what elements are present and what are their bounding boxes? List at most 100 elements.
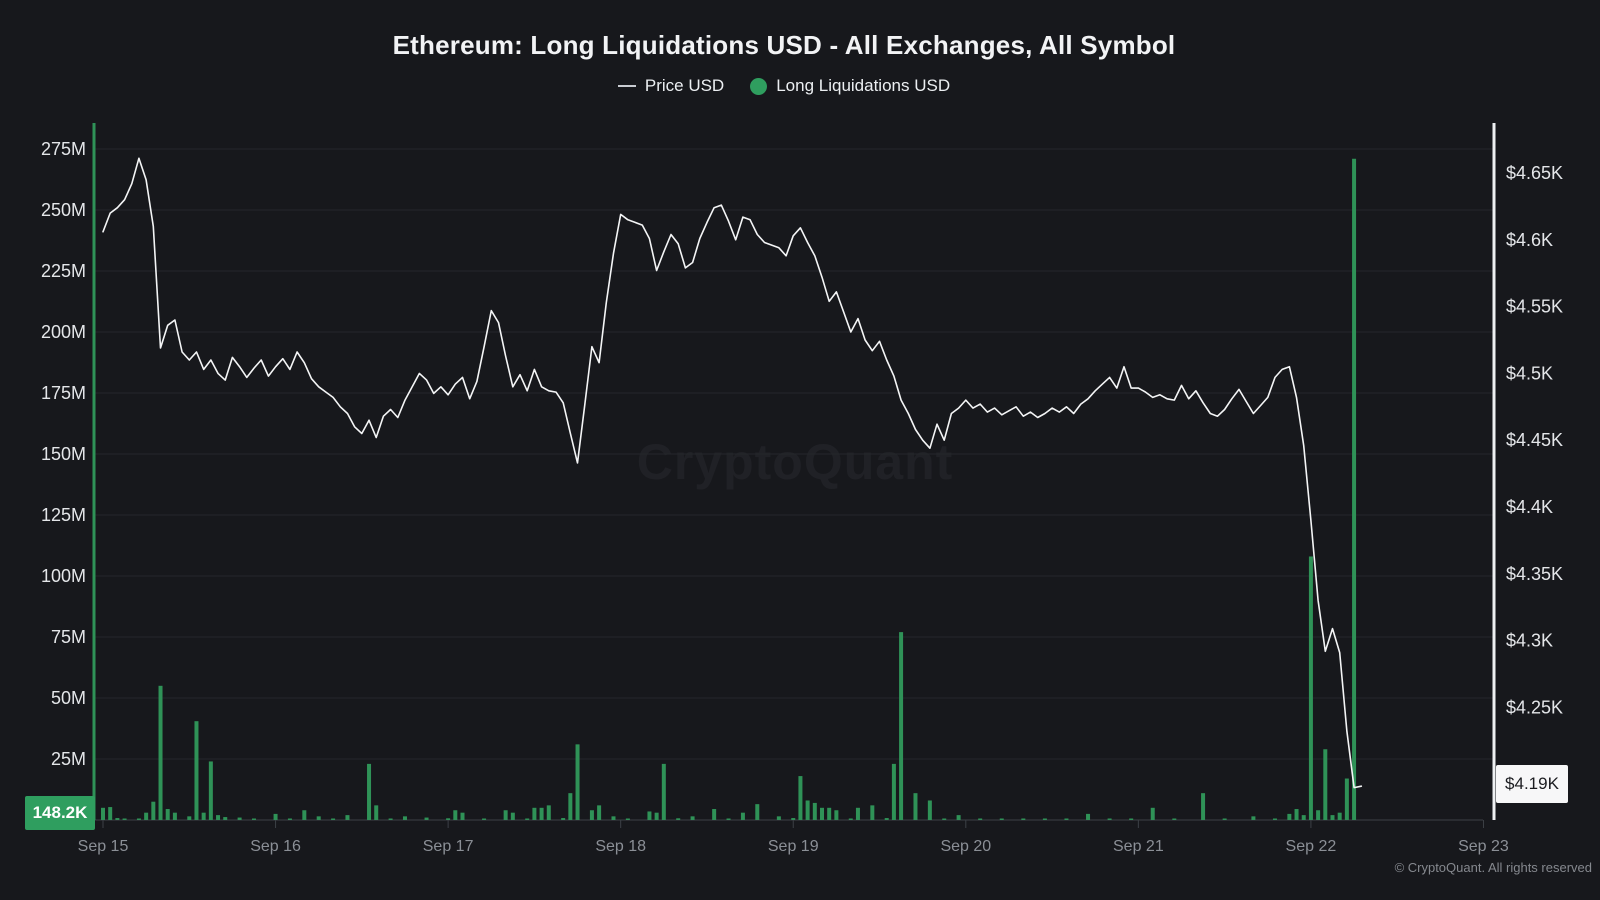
liquidation-bar [1172, 818, 1177, 820]
liquidation-bar [870, 805, 875, 820]
dot-marker-icon [750, 77, 768, 95]
liquidation-bar [561, 818, 566, 820]
liquidation-bar [546, 805, 551, 820]
liquidation-bar [568, 793, 573, 820]
liquidation-bar [187, 816, 192, 820]
liquidation-bar [956, 815, 961, 820]
liquidation-bar [446, 818, 451, 820]
liquidation-bar [424, 817, 429, 820]
right-axis-tick-label: $4.4K [1506, 497, 1553, 517]
liquidation-bar [661, 763, 666, 820]
liquidation-bar [855, 807, 860, 820]
price-line [102, 157, 1363, 789]
x-axis-date-label: Sep 22 [1286, 838, 1337, 855]
liquidation-bar [1222, 818, 1227, 820]
legend-item-liquidations[interactable]: Long Liquidations USD [750, 76, 950, 96]
liquidation-bar [654, 812, 659, 820]
liquidation-bar [1337, 812, 1342, 820]
liquidation-bar [539, 807, 544, 820]
liquidation-bar [273, 813, 278, 820]
liquidation-bar [1287, 813, 1292, 820]
liquidation-bar [165, 809, 170, 820]
x-axis-date-label: Sep 21 [1113, 838, 1164, 855]
liquidation-bar [151, 801, 156, 820]
liquidation-bar [345, 815, 350, 820]
liquidation-bar [1294, 809, 1299, 820]
liquidation-bar [453, 810, 458, 820]
liquidation-bar [1086, 813, 1091, 820]
left-axis-tick-label: 75M [51, 627, 86, 647]
liquidation-bar [798, 776, 803, 820]
line-marker-icon [617, 85, 636, 87]
liquidation-bar [1042, 818, 1047, 820]
liquidation-bar [115, 818, 120, 820]
liquidation-bar [1301, 815, 1306, 820]
right-axis-tick-label: $4.25K [1506, 697, 1563, 717]
right-axis-tick-label: $4.45K [1506, 430, 1563, 450]
liquidation-bar [1316, 810, 1321, 820]
liquidation-bar [891, 763, 896, 820]
liquidation-bar [899, 632, 904, 820]
liquidation-bar [251, 818, 256, 820]
legend-label-price: Price USD [644, 76, 725, 95]
liquidation-bar [316, 816, 321, 820]
left-axis-tick-label: 50M [51, 688, 86, 708]
liquidation-bar [1129, 818, 1134, 820]
liquidation-bar [755, 804, 760, 820]
right-axis-tick-label: $4.55K [1506, 297, 1563, 317]
liquidation-bar [532, 807, 537, 820]
legend-item-price[interactable]: Price USD [617, 76, 725, 96]
right-axis-tick-label: $4.3K [1506, 631, 1553, 651]
left-axis-tick-label: 100M [41, 566, 86, 586]
liquidation-bar [726, 818, 731, 820]
liquidation-bar [208, 761, 213, 820]
liquidation-bar [834, 810, 839, 820]
left-axis-tick-label: 275M [41, 139, 86, 159]
liquidation-bar [676, 818, 681, 820]
x-axis-date-label: Sep 16 [250, 838, 301, 855]
liquidation-bar [237, 817, 242, 820]
liquidation-bar [122, 818, 127, 820]
chart-legend: Price USD Long Liquidations USD [0, 76, 1568, 96]
liquidation-bar [820, 807, 824, 820]
liquidation-bar [388, 818, 393, 820]
liquidation-bar [1323, 749, 1328, 820]
liquidation-bar [1251, 816, 1256, 820]
x-axis-date-label: Sep 23 [1458, 838, 1509, 855]
right-axis-tick-label: $4.6K [1506, 230, 1553, 250]
x-axis-date-label: Sep 17 [423, 838, 474, 855]
liquidation-bar [302, 810, 307, 820]
legend-label-liquidations: Long Liquidations USD [776, 76, 951, 95]
liquidation-bar [927, 800, 932, 820]
liquidation-bar [712, 809, 717, 820]
x-axis-date-label: Sep 18 [595, 838, 646, 855]
liquidation-bar [172, 812, 177, 820]
liquidation-bar [589, 810, 594, 820]
right-axis-tick-label: $4.65K [1506, 163, 1563, 183]
liquidation-bar [1308, 556, 1313, 820]
liquidation-bar [690, 816, 695, 820]
liquidation-bar [367, 763, 372, 820]
liquidation-bar [999, 818, 1004, 820]
chart-title: Ethereum: Long Liquidations USD - All Ex… [392, 30, 1176, 60]
liquidation-bar [460, 812, 465, 820]
liquidation-bar [1107, 818, 1112, 820]
liquidation-bar [791, 818, 796, 820]
liquidation-bar [1064, 818, 1069, 820]
liquidation-bar [1201, 793, 1206, 820]
liquidation-bar [108, 807, 113, 820]
x-axis-date-label: Sep 20 [940, 838, 991, 855]
liquidation-bar [812, 802, 817, 820]
liquidation-bar [776, 816, 781, 820]
liquidation-bar [482, 818, 487, 820]
liquidation-bar [194, 721, 199, 820]
left-axis-tick-label: 200M [41, 322, 86, 342]
left-axis-tick-label: 150M [41, 444, 86, 464]
liquidation-bar [647, 811, 652, 820]
right-axis-tick-label: $4.5K [1506, 363, 1553, 383]
liquidation-bar [848, 818, 853, 820]
liquidation-bar [597, 805, 602, 820]
price-latest-badge: $4.19K [1496, 765, 1568, 803]
liquidation-bar [525, 818, 530, 820]
